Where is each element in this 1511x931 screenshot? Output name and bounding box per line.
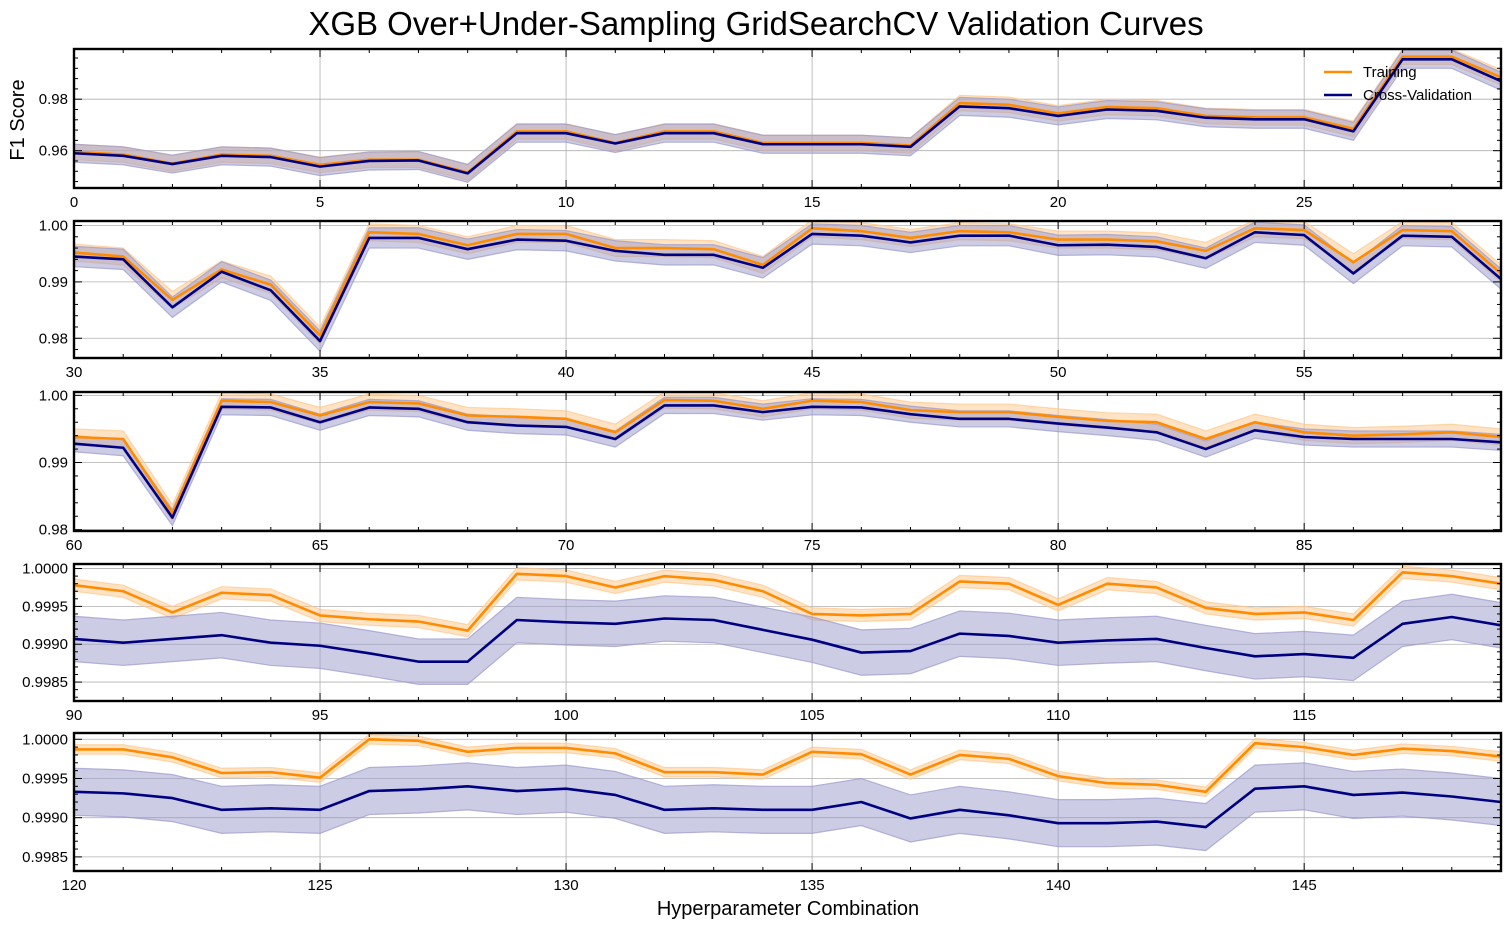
axes-frame <box>72 731 1503 873</box>
x-tick-label: 60 <box>66 537 83 554</box>
x-tick-label: 55 <box>1296 364 1313 381</box>
subplot-4: 90 95 100 105 110 115 0.9985 0.9990 0.9995 1.0000 <box>22 561 1503 724</box>
y-tick-label: 0.96 <box>39 143 68 160</box>
x-tick-label: 5 <box>316 194 324 211</box>
x-tick-label: 85 <box>1296 537 1313 554</box>
x-tick-label: 10 <box>558 194 575 211</box>
cross-validation-line <box>74 615 1501 663</box>
training-std-band <box>74 733 1501 798</box>
y-tick-label: 0.99 <box>39 274 68 291</box>
cross-validation-line <box>74 785 1501 829</box>
cross-validation-std-band <box>74 396 1501 527</box>
x-tick-label: 65 <box>312 537 329 554</box>
y-tick-label: 1.00 <box>39 387 68 404</box>
subplot-5: 120 125 130 135 140 145 0.9985 0.9990 0.9995 1.00… <box>22 731 1503 894</box>
training-line <box>74 737 1501 794</box>
x-tick-label: 15 <box>804 194 821 211</box>
y-tick-label: 0.9985 <box>22 674 68 691</box>
training-line <box>74 227 1501 337</box>
y-tick-label: 0.98 <box>39 522 68 539</box>
subplot-2: 30 35 40 45 50 55 0.98 0.99 1.00 <box>39 218 1503 381</box>
y-tick-label: 0.98 <box>39 91 68 108</box>
x-tick-label: 105 <box>800 707 825 724</box>
x-tick-label: 110 <box>1046 707 1070 724</box>
x-tick-label: 100 <box>554 707 579 724</box>
y-tick-label: 0.9990 <box>22 810 68 827</box>
cross-validation-std-band <box>74 221 1501 353</box>
x-tick-label: 115 <box>1292 707 1316 724</box>
x-tick-label: 20 <box>1050 194 1067 211</box>
x-tick-label: 50 <box>1050 364 1067 381</box>
figure-title: XGB Over+Under-Sampling GridSearchCV Val… <box>308 5 1203 42</box>
axes-frame <box>72 219 1503 360</box>
legend-label-cross-validation: Cross-Validation <box>1363 87 1472 104</box>
x-tick-label: 120 <box>61 877 86 894</box>
y-axis-label: F1 Score <box>7 79 29 160</box>
y-tick-label: 0.9995 <box>22 598 68 615</box>
axes-frame <box>72 562 1503 703</box>
cross-validation-line <box>74 230 1501 343</box>
y-tick-label: 0.99 <box>39 455 68 472</box>
x-tick-label: 145 <box>1292 877 1317 894</box>
y-tick-label: 1.0000 <box>22 731 68 748</box>
x-tick-label: 80 <box>1050 537 1067 554</box>
x-tick-label: 135 <box>800 877 825 894</box>
training-line <box>74 398 1501 515</box>
y-tick-label: 0.9990 <box>22 636 68 653</box>
cross-validation-line <box>74 57 1501 175</box>
x-tick-label: 35 <box>312 364 329 381</box>
y-tick-label: 1.0000 <box>22 561 68 578</box>
y-tick-label: 0.9995 <box>22 770 68 787</box>
x-tick-label: 70 <box>558 537 575 554</box>
y-tick-label: 0.9985 <box>22 849 68 866</box>
training-line <box>74 571 1501 632</box>
x-tick-label: 125 <box>308 877 333 894</box>
axes-frame <box>72 390 1503 533</box>
subplot-1: 0 5 10 15 20 25 0.96 0.98 <box>39 47 1503 211</box>
x-tick-label: 40 <box>558 364 575 381</box>
cross-validation-std-band <box>74 762 1501 852</box>
subplot-3: 60 65 70 75 80 85 0.98 0.99 1.00 <box>39 387 1503 554</box>
x-tick-label: 0 <box>70 194 78 211</box>
x-tick-label: 90 <box>66 707 83 724</box>
x-tick-label: 130 <box>554 877 579 894</box>
y-tick-label: 1.00 <box>39 218 68 235</box>
subplot-panels: 0 5 10 15 20 25 0.96 0.98 30 35 40 45 50 55 0.98 0.99 1.… <box>22 47 1503 894</box>
x-tick-label: 30 <box>66 364 83 381</box>
x-tick-label: 95 <box>312 707 329 724</box>
x-tick-label: 140 <box>1046 877 1071 894</box>
y-tick-label: 0.98 <box>39 330 68 347</box>
x-axis-label: Hyperparameter Combination <box>657 898 919 920</box>
axes-frame <box>72 47 1503 190</box>
x-tick-label: 75 <box>804 537 821 554</box>
x-tick-label: 25 <box>1296 194 1313 211</box>
x-tick-label: 45 <box>804 364 821 381</box>
cross-validation-line <box>74 404 1501 519</box>
legend: Training Cross-Validation <box>1324 64 1472 104</box>
legend-label-training: Training <box>1363 64 1417 81</box>
